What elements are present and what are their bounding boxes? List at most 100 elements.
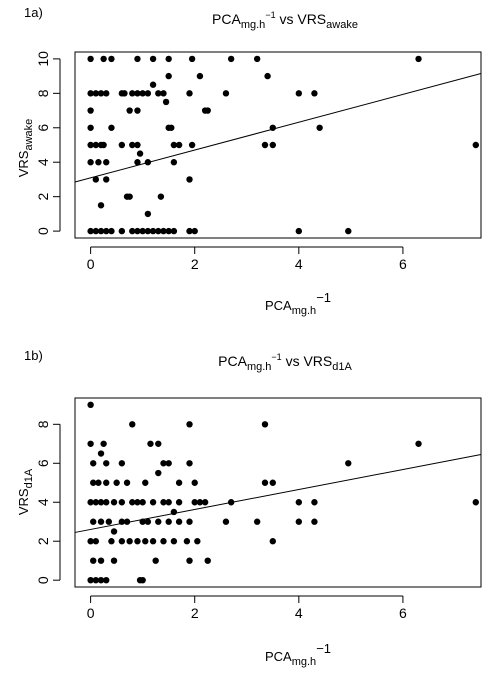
scatter-point	[92, 227, 100, 235]
scatter-point	[295, 227, 303, 235]
regression-line	[74, 454, 482, 533]
scatter-point	[253, 55, 261, 63]
scatter-point	[100, 440, 107, 447]
scatter-point	[103, 90, 110, 97]
scatter-point	[87, 141, 94, 149]
scatter-point	[92, 499, 100, 506]
scatter-point	[92, 576, 100, 584]
scatter-point	[118, 518, 126, 525]
scatter-point	[97, 576, 105, 584]
scatter-point	[196, 72, 204, 80]
scatter-point	[155, 227, 162, 235]
scatter-point	[90, 479, 97, 486]
scatter-point	[201, 499, 209, 506]
scatter-point	[149, 538, 157, 545]
x-tick-label: 4	[295, 605, 303, 621]
chart-panel-1: 1a) PCAmg.h−1 vs VRSawake 0 2 4 6 8 10 0 2 4 6 PCAmg…	[16, 5, 482, 317]
scatter-point	[118, 460, 126, 467]
scatter-point	[415, 55, 422, 63]
scatter-point	[108, 538, 115, 545]
x-tick-label: 6	[399, 605, 407, 621]
scatter-point	[191, 479, 198, 486]
scatter-point	[264, 72, 271, 80]
scatter-point	[134, 538, 141, 545]
x-tick-label: 2	[191, 605, 199, 621]
scatter-point	[227, 499, 235, 506]
chart-panel-2: 1b) PCAmg.h−1 vs VRSd1A 0 2 4 6 8 0 2 4 6 PCAmg.h−1…	[16, 348, 482, 668]
scatter-point	[87, 55, 94, 63]
y-axis-label: VRSawake	[16, 119, 35, 178]
scatter-point	[118, 141, 126, 149]
scatter-point	[118, 499, 126, 506]
scatter-point	[170, 141, 178, 149]
scatter-point	[157, 193, 165, 200]
scatter-point	[126, 107, 133, 114]
scatter-point	[261, 141, 269, 149]
scatter-point	[175, 499, 183, 506]
scatter-point	[108, 124, 115, 131]
scatter-point	[204, 107, 211, 114]
y-tick-label: 8	[35, 420, 51, 428]
scatter-point	[134, 107, 141, 114]
scatter-point	[160, 538, 167, 545]
scatter-point	[139, 518, 146, 525]
scatter-point	[186, 557, 193, 564]
scatter-point	[191, 499, 198, 506]
scatter-point	[123, 518, 131, 525]
y-tick-label: 6	[35, 124, 51, 132]
regression-line	[74, 73, 482, 183]
scatter-point	[105, 518, 113, 525]
chart-title: PCAmg.h−1 vs VRSd1A	[218, 352, 352, 373]
scatter-point	[97, 227, 105, 235]
scatter-point	[103, 159, 110, 166]
scatter-point	[97, 499, 105, 506]
scatter-point	[144, 159, 152, 166]
scatter-point	[269, 124, 276, 131]
scatter-point	[118, 538, 126, 545]
scatter-point	[165, 460, 172, 467]
scatter-point	[152, 557, 159, 564]
scatter-point	[129, 499, 136, 506]
scatter-point	[144, 227, 152, 235]
scatter-point	[87, 576, 94, 584]
scatter-point	[149, 55, 157, 63]
scatter-point	[87, 159, 94, 166]
scatter-point	[134, 141, 141, 149]
scatter-point	[87, 538, 94, 545]
scatter-point	[95, 159, 102, 166]
scatter-point	[129, 141, 136, 149]
scatter-point	[165, 227, 172, 235]
scatter-point	[186, 90, 193, 97]
x-tick-label: 0	[87, 605, 95, 621]
scatter-point	[186, 421, 193, 428]
scatter-point	[139, 90, 146, 97]
scatter-point	[103, 479, 110, 486]
scatter-point	[103, 576, 110, 584]
scatter-point	[129, 90, 136, 97]
scatter-point	[316, 124, 323, 131]
scatter-point	[472, 499, 479, 506]
scatter-point	[175, 479, 183, 486]
scatter-point	[121, 90, 128, 97]
scatter-point	[227, 55, 235, 63]
scatter-point	[92, 141, 100, 149]
scatter-point	[134, 159, 141, 166]
scatter-point	[149, 499, 157, 506]
scatter-point	[155, 440, 162, 447]
scatter-point	[108, 227, 115, 235]
scatter-point	[134, 499, 141, 506]
scatter-point	[147, 440, 154, 447]
scatter-point	[196, 499, 204, 506]
y-tick-label: 4	[35, 498, 51, 506]
scatter-point	[110, 499, 118, 506]
scatter-point	[269, 479, 276, 486]
scatter-point	[160, 227, 167, 235]
scatter-point	[155, 90, 162, 97]
scatter-point	[183, 538, 191, 545]
scatter-point	[175, 518, 183, 525]
scatter-point	[144, 90, 152, 97]
scatter-point	[97, 90, 105, 97]
scatter-point	[345, 227, 352, 235]
scatter-point	[87, 227, 94, 235]
plot-frame	[74, 51, 482, 239]
